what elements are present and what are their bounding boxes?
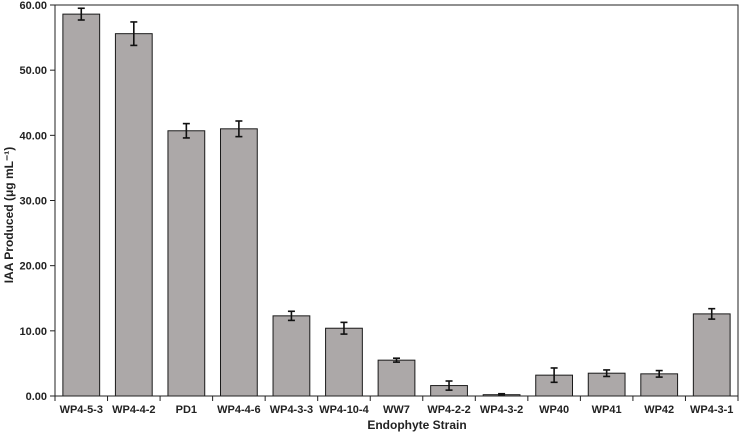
x-tick-label: WP4-5-3 [60,404,103,416]
error-bar-WP40 [550,367,558,384]
x-tick-label: WP4-4-2 [112,404,155,416]
x-tick-label: WP4-10-4 [319,404,369,416]
x-axis-ticks: WP4-5-3 WP4-4-2 PD1 WP4-4-6 WP4-3-3 WP4-10-4 W… [54,396,739,416]
y-tick-label: 10.00 [19,326,47,338]
y-tick-label: 30.00 [19,196,47,208]
bar-WP4-3-1 [692,313,731,397]
x-tick-label: WP41 [592,404,622,416]
bar-WP4-5-3 [62,13,101,397]
error-bar-PD1 [182,122,190,139]
error-bar-WP42 [655,369,663,378]
plot-border [54,4,739,397]
error-bar-WP4-4-2 [130,21,138,47]
x-tick-label: WW7 [383,404,410,416]
error-bar-WP4-5-3 [77,7,85,21]
y-axis-ticks: 0.00 10.00 20.00 30.00 40.00 50.00 60.00 [19,0,55,403]
x-tick-label: WP4-3-2 [480,404,523,416]
x-tick-label: WP4-2-2 [427,404,470,416]
error-bar-WP41 [603,369,611,378]
x-tick-label: PD1 [176,404,197,416]
y-tick-label: 40.00 [19,130,47,142]
bars-group [62,13,731,397]
y-tick-label: 60.00 [19,0,47,12]
y-tick-label: 0.00 [26,391,47,403]
error-bar-WP4-2-2 [445,380,453,391]
error-bar-WP4-4-6 [235,120,243,138]
error-bar-WP4-3-1 [708,307,716,320]
y-tick-label: 20.00 [19,261,47,273]
x-tick-label: WP4-3-3 [270,404,313,416]
bar-WW7 [377,359,416,397]
error-bar-WP4-10-4 [340,321,348,335]
x-tick-label: WP4-4-6 [217,404,260,416]
x-tick-label: WP4-3-1 [690,404,733,416]
bar-WP4-3-3 [272,315,311,397]
error-bar-WW7 [393,357,400,363]
x-tick-label: WP40 [539,404,569,416]
bar-WP4-4-6 [219,128,258,397]
bar-WP4-10-4 [325,327,363,397]
x-tick-label: WP42 [644,404,674,416]
x-axis-title: Endophyte Strain [367,418,466,432]
y-tick-label: 50.00 [19,65,47,77]
bar-WP4-4-2 [114,33,153,397]
y-axis-title: IAA Produced (μg mL⁻¹) [2,147,16,284]
bar-PD1 [167,130,206,397]
plot-frame [54,4,739,397]
error-bar-WP4-3-3 [287,310,295,322]
